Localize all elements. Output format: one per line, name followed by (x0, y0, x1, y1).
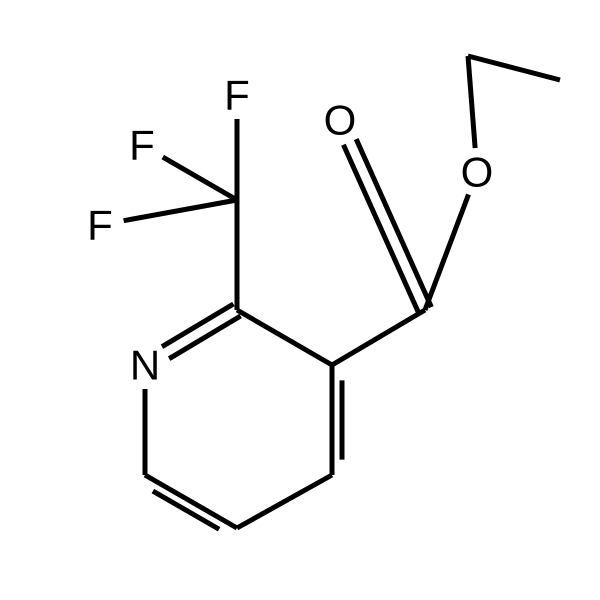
bond (163, 157, 237, 200)
atom-label-f: F (129, 122, 155, 169)
bond (237, 475, 332, 528)
bond (468, 56, 560, 80)
molecule-diagram: NFFFOO (0, 0, 600, 600)
bond (468, 56, 475, 148)
bond (124, 200, 237, 221)
bond (237, 310, 332, 365)
bond (356, 139, 431, 307)
atom-label-f: F (87, 202, 113, 249)
atom-label-f: F (224, 72, 250, 119)
bond (145, 475, 237, 528)
atom-label-o: O (461, 149, 494, 196)
bond (332, 310, 425, 365)
bond (343, 145, 418, 313)
atom-label-o: O (324, 97, 357, 144)
bond (425, 194, 469, 310)
atom-label-n: N (130, 342, 160, 389)
